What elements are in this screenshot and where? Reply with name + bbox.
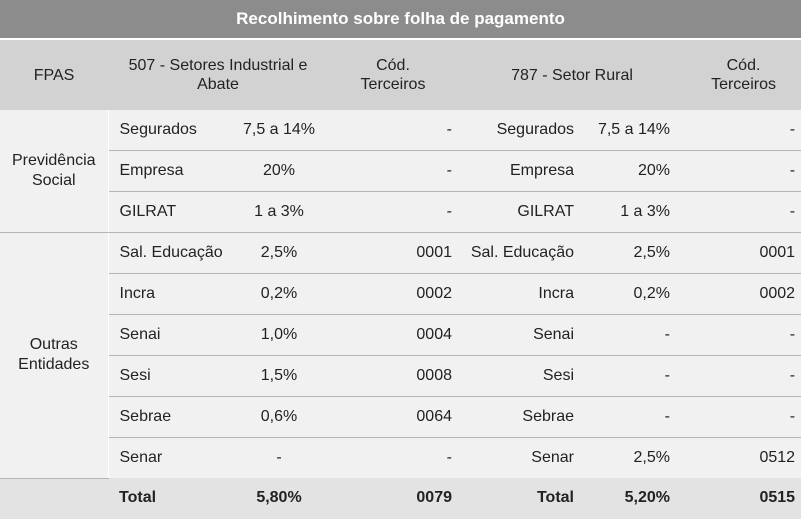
row-label-507: Senai xyxy=(108,314,230,356)
header-cod-terceiros-2: Cód. Terceiros xyxy=(686,39,801,110)
total-rate-507: 5,80% xyxy=(230,478,328,519)
total-row: Total 5,80% 0079 Total 5,20% 0515 xyxy=(0,478,801,519)
table-row: Outras Entidades Sal. Educação 2,5% 0001… xyxy=(0,232,801,479)
row-label-507: Sebrae xyxy=(108,396,230,438)
row-code-507: 0001 xyxy=(328,232,458,274)
row-label-507: Sal. Educação xyxy=(108,232,230,274)
row-code-787: - xyxy=(686,110,801,151)
group-outras-entidades: Outras Entidades xyxy=(0,232,109,479)
row-label-787: Incra xyxy=(458,273,578,315)
header-fpas: FPAS xyxy=(0,39,108,110)
row-rate-507: 20% xyxy=(230,150,328,192)
total-label-787: Total xyxy=(458,478,578,519)
row-label-507: Sesi xyxy=(108,355,230,397)
row-code-507: 0008 xyxy=(328,355,458,397)
header-507: 507 - Setores Industrial e Abate xyxy=(108,39,328,110)
row-label-787: Senar xyxy=(458,437,578,478)
row-label-787: Senai xyxy=(458,314,578,356)
row-rate-787: 0,2% xyxy=(578,273,686,315)
row-label-507: Segurados xyxy=(108,110,230,151)
row-rate-507: 0,6% xyxy=(230,396,328,438)
row-label-787: Segurados xyxy=(458,110,578,151)
row-code-787: 0002 xyxy=(686,273,801,315)
row-label-507: Incra xyxy=(108,273,230,315)
row-label-787: GILRAT xyxy=(458,191,578,233)
row-rate-507: 1,5% xyxy=(230,355,328,397)
row-label-507: Empresa xyxy=(108,150,230,192)
row-code-507: - xyxy=(328,150,458,192)
table-row: Senai 1,0% 0004 Senai - - xyxy=(0,314,801,356)
row-label-787: Sebrae xyxy=(458,396,578,438)
row-code-787: - xyxy=(686,355,801,397)
row-code-507: - xyxy=(328,437,458,478)
title-row: Recolhimento sobre folha de pagamento xyxy=(0,0,801,40)
row-rate-507: 2,5% xyxy=(230,232,328,274)
row-rate-507: 1 a 3% xyxy=(230,191,328,233)
row-code-787: - xyxy=(686,191,801,233)
row-rate-787: 2,5% xyxy=(578,232,686,274)
row-label-787: Sesi xyxy=(458,355,578,397)
row-code-507: 0004 xyxy=(328,314,458,356)
row-rate-787: 1 a 3% xyxy=(578,191,686,233)
row-rate-787: - xyxy=(578,396,686,438)
row-code-507: - xyxy=(328,110,458,151)
row-rate-787: - xyxy=(578,314,686,356)
row-label-787: Sal. Educação xyxy=(458,232,578,274)
total-code-507: 0079 xyxy=(328,478,458,519)
row-rate-507: - xyxy=(230,437,328,478)
header-row: FPAS 507 - Setores Industrial e Abate Có… xyxy=(0,39,801,110)
row-code-787: 0001 xyxy=(686,232,801,274)
table-row: Sebrae 0,6% 0064 Sebrae - - xyxy=(0,396,801,438)
table-row: Empresa 20% - Empresa 20% - xyxy=(0,150,801,192)
header-cod-terceiros-1: Cód. Terceiros xyxy=(328,39,458,110)
table-row: GILRAT 1 a 3% - GILRAT 1 a 3% - xyxy=(0,191,801,233)
row-rate-787: 7,5 a 14% xyxy=(578,110,686,151)
row-code-787: - xyxy=(686,150,801,192)
row-rate-787: - xyxy=(578,355,686,397)
row-rate-787: 2,5% xyxy=(578,437,686,478)
table-row: Senar - - Senar 2,5% 0512 xyxy=(0,437,801,478)
row-code-787: - xyxy=(686,396,801,438)
table-title: Recolhimento sobre folha de pagamento xyxy=(0,0,801,40)
row-code-507: 0064 xyxy=(328,396,458,438)
group-previdencia-social: Previdência Social xyxy=(0,110,109,233)
table-row: Sesi 1,5% 0008 Sesi - - xyxy=(0,355,801,397)
table-row: Previdência Social Segurados 7,5 a 14% -… xyxy=(0,110,801,233)
row-rate-507: 1,0% xyxy=(230,314,328,356)
row-code-507: 0002 xyxy=(328,273,458,315)
row-rate-507: 0,2% xyxy=(230,273,328,315)
row-rate-787: 20% xyxy=(578,150,686,192)
total-label-507: Total xyxy=(108,478,230,519)
row-code-787: 0512 xyxy=(686,437,801,478)
header-787: 787 - Setor Rural xyxy=(458,39,686,110)
row-label-507: GILRAT xyxy=(108,191,230,233)
row-label-507: Senar xyxy=(108,437,230,478)
total-empty-cell xyxy=(0,478,108,519)
row-label-787: Empresa xyxy=(458,150,578,192)
row-code-507: - xyxy=(328,191,458,233)
total-rate-787: 5,20% xyxy=(578,478,686,519)
row-rate-507: 7,5 a 14% xyxy=(230,110,328,151)
table-row: Incra 0,2% 0002 Incra 0,2% 0002 xyxy=(0,273,801,315)
total-code-787: 0515 xyxy=(686,478,801,519)
row-code-787: - xyxy=(686,314,801,356)
